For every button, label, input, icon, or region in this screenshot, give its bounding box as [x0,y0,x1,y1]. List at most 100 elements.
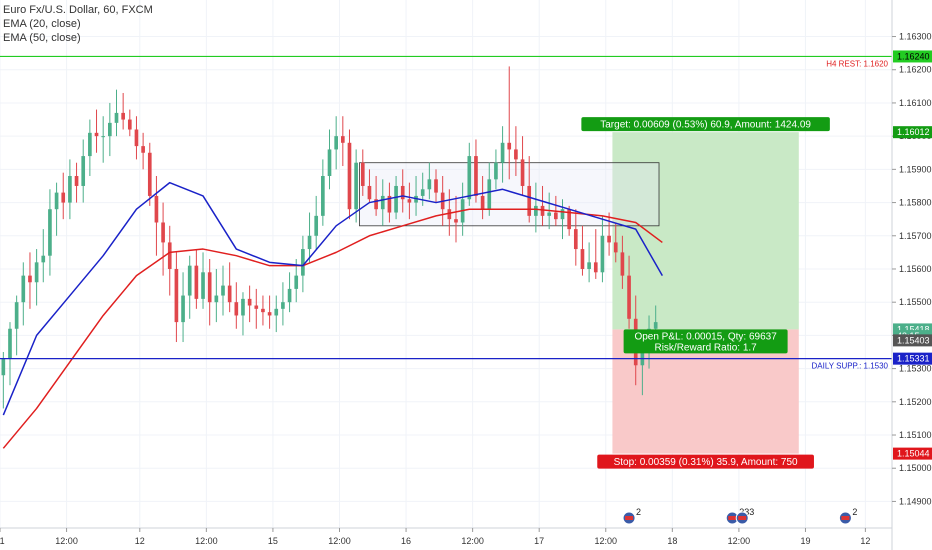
time-tick-label: 12 [135,536,145,546]
price-tick-label: 1.15900 [899,164,932,174]
level-label: H4 REST: 1.1620 [826,59,888,68]
price-tick-label: 1.16200 [899,65,932,75]
candle-body [274,308,279,316]
candle-body [147,152,152,196]
candle-body [187,265,192,296]
price-axis[interactable]: 1.14900 1.15000 1.15100 1.15200 1.15300 1.154… [891,0,932,550]
target-label: Target: 0.00609 (0.53%) 60.9, Amount: 14… [600,120,811,131]
candle-body [340,136,345,143]
position-labels: Target: 0.00609 (0.53%) 60.9, Amount: 14… [581,117,830,469]
candle-body [367,185,372,200]
price-tick-label: 1.15700 [899,231,932,241]
candle-body [593,262,598,273]
flag-stripe-icon [738,516,747,520]
candle-body [28,275,32,283]
candle-body [321,176,325,216]
time-axis[interactable]: 11 12:00 12 12:00 15 12:00 16 12:00 17 12:00 18 12:… [0,527,892,546]
price-tick-label: 1.15600 [899,264,932,274]
candle-body [454,219,458,223]
price-badge: 1.15403 [897,335,930,345]
candle-body [8,328,12,359]
ema50-legend[interactable]: EMA (50, close) [3,32,81,44]
candle-body [573,229,578,250]
candle-body [587,262,591,269]
candle-body [354,162,358,210]
price-tick-label: 1.15100 [899,430,932,440]
candle-body [347,142,352,210]
level-badge-bg [893,352,932,365]
economic-events[interactable]: 23332 [622,507,857,525]
event-count: 2 [852,507,857,517]
candle-body [613,242,618,253]
candle-body [81,156,86,186]
candle-body [207,272,212,303]
time-tick-label: 17 [534,536,544,546]
level-lines[interactable]: H4 REST: 1.1620 DAILY SUPP.: 1.1530 [0,55,892,371]
candle-body [467,156,472,200]
candle-body [94,132,99,137]
candle-body [101,136,106,138]
candle-body [380,195,385,210]
candle-body [314,215,319,236]
time-tick-label: 12:00 [195,536,218,546]
time-tick-label: 19 [800,536,810,546]
price-badge: 1.15418 [897,324,930,334]
price-badge-bg [893,334,932,347]
level-badge-bg [893,50,932,63]
candle-body [527,185,532,216]
candle-body [487,179,492,210]
time-tick-label: 12:00 [328,536,351,546]
candle-body [480,195,485,210]
candle-body [420,189,425,196]
candle-body [394,185,398,213]
candle-body [447,209,452,220]
candle-body [201,272,205,299]
candle-body [281,302,285,309]
ema20-line [2,181,663,416]
candle-body [514,149,518,160]
candle-body [327,149,332,176]
candle-body [620,252,625,276]
level-badge: 1.15331 [897,354,930,364]
time-tick-label: 18 [667,536,677,546]
event-count: 2 [636,507,641,517]
price-badge: 1.16012 [897,127,930,137]
candle-body [534,205,538,216]
candle-body [234,302,239,316]
price-badge-bg [893,447,932,460]
target-label-bg [581,117,830,132]
candle-body [360,162,365,186]
candle-body [141,146,145,153]
rr-label: Risk/Reward Ratio: 1.7 [654,342,757,353]
candle-body [68,176,72,203]
ema20-legend[interactable]: EMA (20, close) [3,18,81,30]
price-tick-label: 1.15800 [899,198,932,208]
candle-body [307,235,312,250]
candle-body [627,275,631,319]
time-tick-label: 12:00 [461,536,484,546]
flag-stripe-icon [728,516,737,520]
stop-label: Stop: 0.00359 (0.31%) 35.9, Amount: 750 [614,457,798,468]
candle-body [520,159,525,186]
target-zone [612,132,799,330]
candle-body [434,179,438,193]
ema-lines [2,181,663,449]
candle-body [194,265,199,299]
price-tick-label: 1.15300 [899,364,932,374]
candle-body [374,199,378,210]
candle-body [88,132,92,157]
symbol-title[interactable]: Euro Fx/U.S. Dollar, 60, FXCM [3,4,153,16]
candle-body [14,302,19,329]
candle-body [474,156,478,196]
price-badge-bg [893,126,932,139]
candle-body [61,192,66,203]
candle-body [227,285,232,303]
time-tick-label: 12:00 [55,536,78,546]
price-tick-label: 1.15500 [899,297,932,307]
candle-body [261,308,265,313]
pnl-label-bg [623,329,788,354]
candle-body [34,262,39,283]
flag-stripe-icon [625,516,634,520]
candle-body [221,285,225,296]
